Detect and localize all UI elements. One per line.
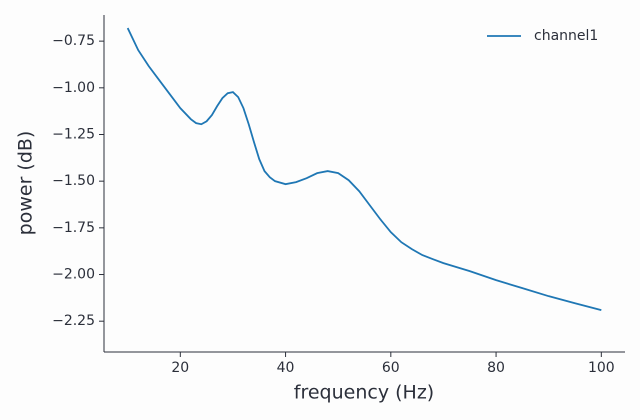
y-tick-label: −2.25 [52,313,95,329]
y-tick-label: −1.00 [52,80,95,96]
x-tick-label: 80 [487,360,505,376]
y-tick-label: −2.00 [52,267,95,283]
y-tick-label: −1.50 [52,173,95,189]
y-tick-label: −0.75 [52,33,95,49]
x-axis-label: frequency (Hz) [294,382,434,404]
y-tick-label: −1.75 [52,220,95,236]
x-tick-label: 60 [382,360,400,376]
y-axis-label: power (dB) [15,131,37,236]
x-tick-label: 100 [588,360,615,376]
x-tick-label: 20 [171,360,189,376]
y-tick-label: −1.25 [52,126,95,142]
x-tick-label: 40 [277,360,295,376]
data-line [126,27,602,312]
legend-label: channel1 [534,28,598,44]
